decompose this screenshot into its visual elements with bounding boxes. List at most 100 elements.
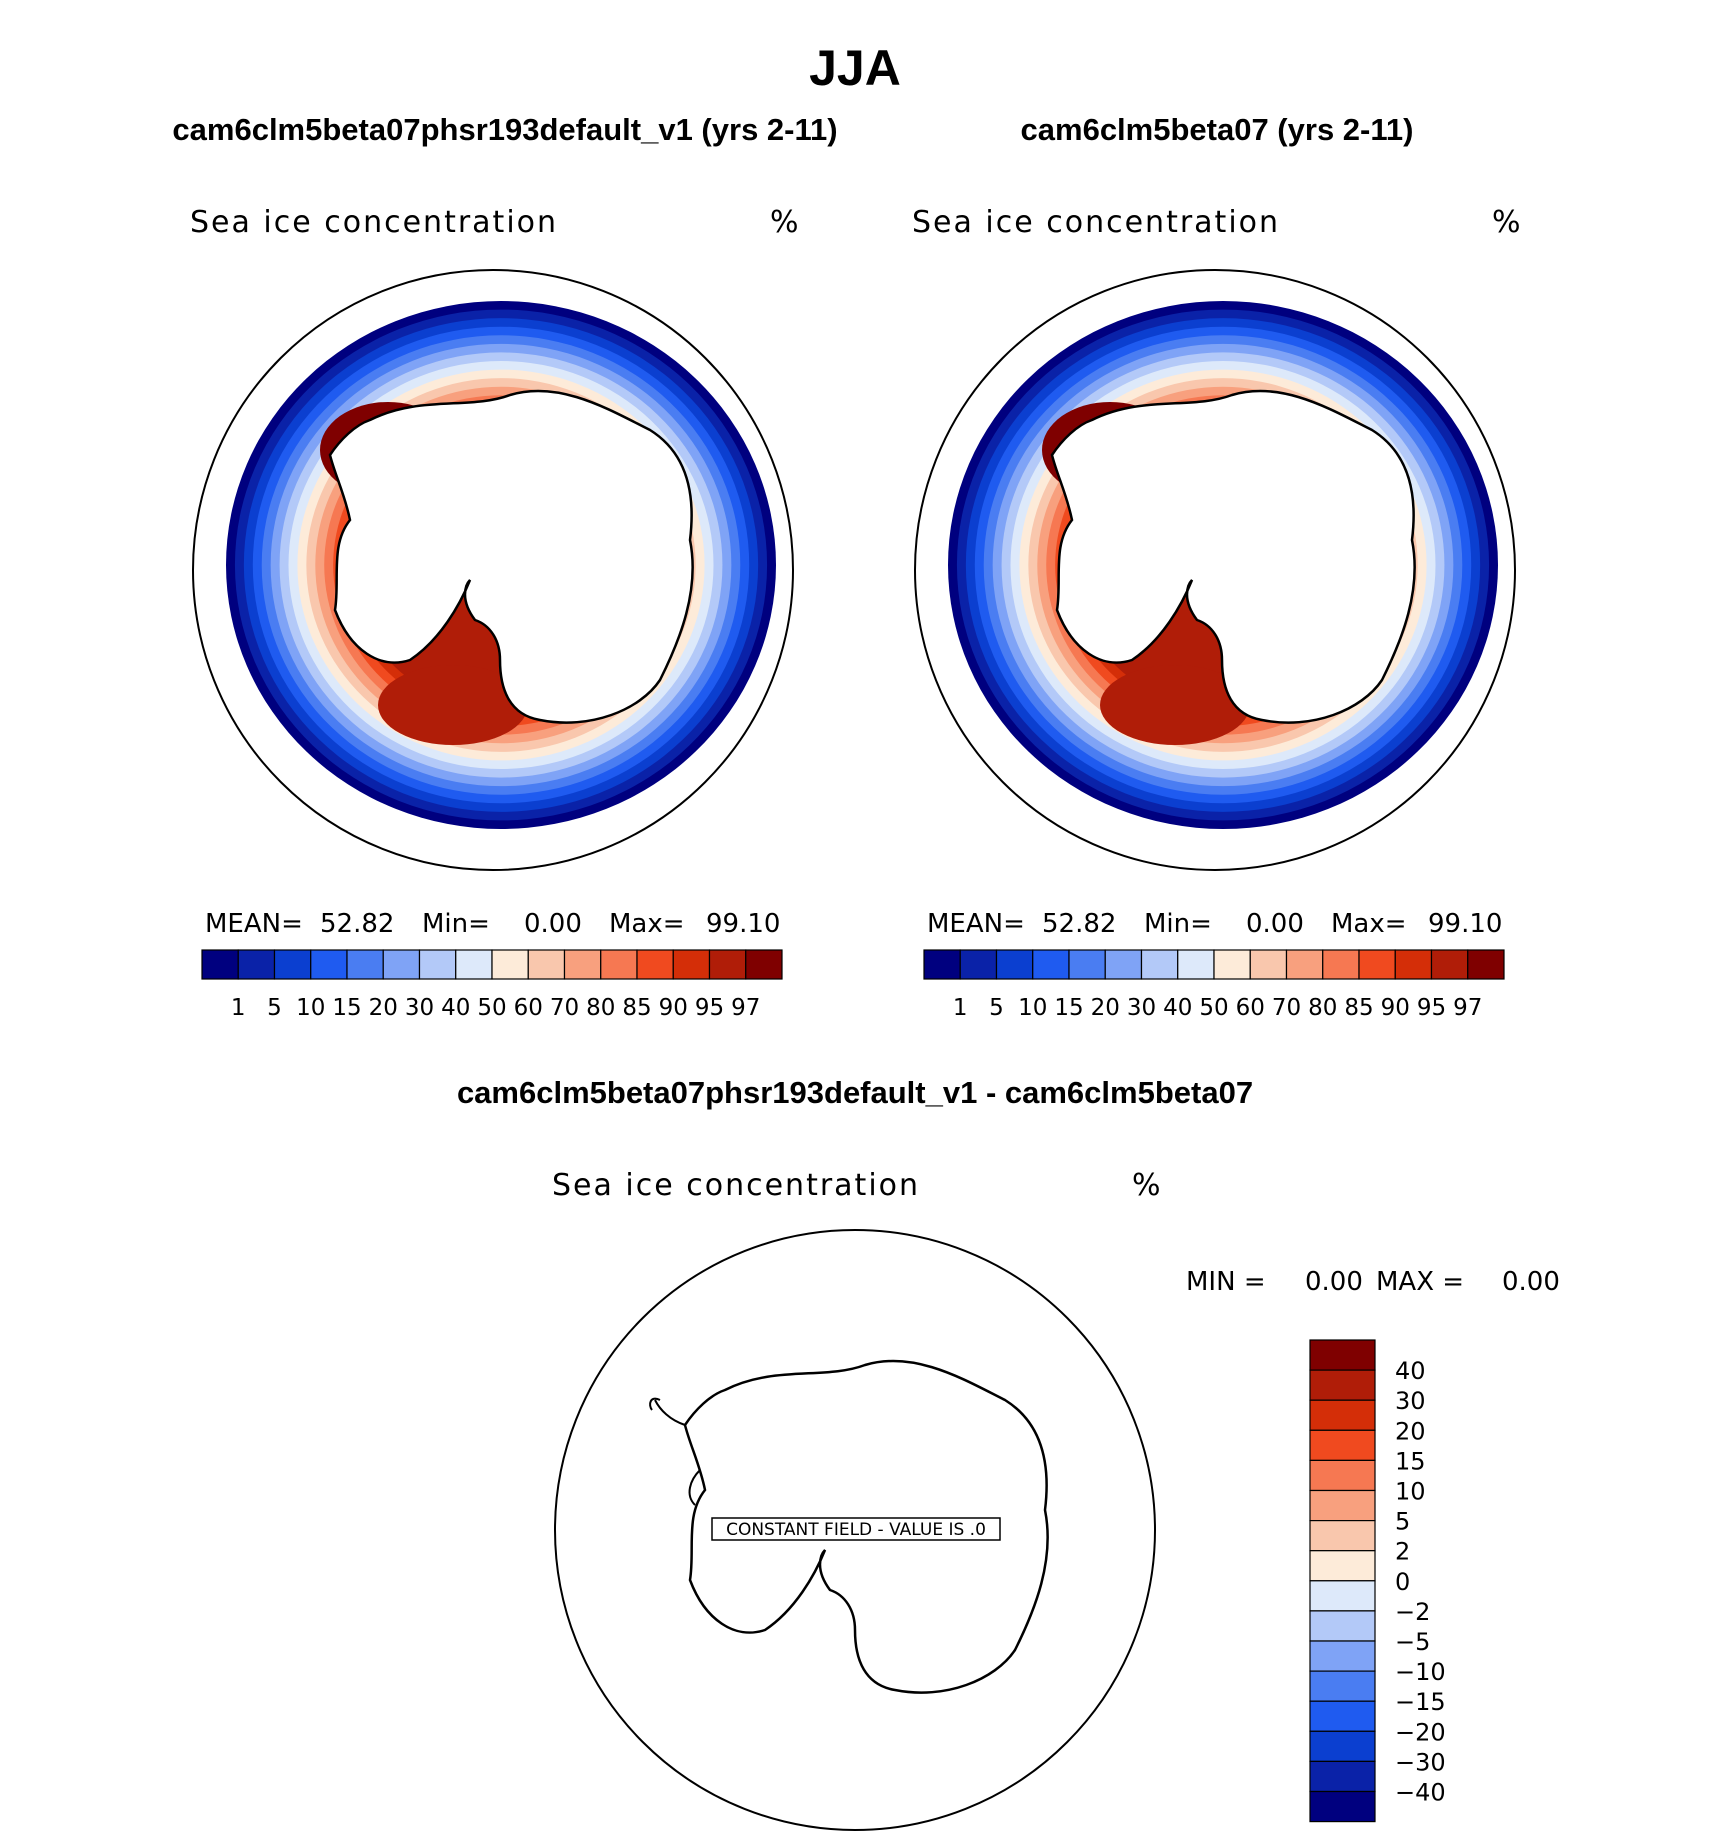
left-mean-value: 52.82	[320, 909, 394, 939]
diff-colorbar-tick: 30	[1395, 1387, 1426, 1415]
right-min-value: 0.00	[1246, 909, 1304, 939]
right-ice-max-patch	[1100, 665, 1250, 745]
diff-colorbar-tick: 40	[1395, 1357, 1426, 1385]
right-colorbar-tick: 15	[1054, 995, 1083, 1021]
right-colorbar-box	[1285, 949, 1324, 980]
right-units-label: %	[1492, 205, 1521, 240]
diff-max-value: 0.00	[1502, 1267, 1560, 1297]
left-colorbar-tick: 80	[586, 995, 615, 1021]
left-colorbar-box	[346, 949, 384, 980]
right-colorbar-tick: 97	[1453, 995, 1482, 1021]
right-colorbar-box	[1104, 949, 1143, 980]
right-colorbar-tick: 30	[1127, 995, 1156, 1021]
right-colorbar-box	[1213, 949, 1251, 980]
diff-colorbar-box	[1309, 1610, 1376, 1642]
right-colorbar-tick: 60	[1236, 995, 1265, 1021]
diff-colorbar-box	[1309, 1700, 1376, 1732]
diff-colorbar-box	[1309, 1429, 1376, 1462]
right-panel-title: cam6clm5beta07 (yrs 2-11)	[1021, 112, 1414, 147]
right-colorbar-tick: 80	[1308, 995, 1337, 1021]
left-colorbar-tick: 85	[622, 995, 651, 1021]
diff-colorbar-box	[1309, 1519, 1376, 1552]
right-colorbar-tick: 85	[1344, 995, 1373, 1021]
right-colorbar-box	[1140, 949, 1179, 980]
right-colorbar: 1 5 10 15 20 30 40 50 60 70 80 85 90 95 97	[923, 949, 1505, 1021]
diff-colorbar-box	[1309, 1459, 1376, 1492]
left-map-boundary	[192, 269, 794, 871]
left-colorbar-tick: 95	[695, 995, 724, 1021]
right-colorbar-box	[1249, 949, 1288, 980]
left-colorbar-box	[491, 949, 529, 980]
diff-colorbar-tick: −5	[1395, 1628, 1430, 1656]
diff-colorbar-box	[1309, 1580, 1376, 1612]
left-colorbar-box	[418, 949, 457, 980]
diff-colorbar-box	[1309, 1339, 1376, 1371]
left-ice-max-patch	[378, 665, 528, 745]
left-colorbar-box	[708, 949, 747, 980]
left-colorbar-tick: 70	[550, 995, 579, 1021]
left-colorbar-tick: 10	[296, 995, 325, 1021]
diff-colorbar-box	[1309, 1790, 1376, 1823]
right-colorbar-tick: 95	[1417, 995, 1446, 1021]
constant-field-label: CONSTANT FIELD - VALUE IS .0	[726, 1520, 986, 1540]
diff-min-value: 0.00	[1305, 1267, 1363, 1297]
right-min-label: Min=	[1144, 909, 1212, 939]
season-title: JJA	[809, 40, 901, 96]
diff-max-label: MAX =	[1376, 1267, 1464, 1297]
right-colorbar-box	[1467, 949, 1505, 980]
left-max-value: 99.10	[706, 909, 780, 939]
right-colorbar-tick: 1	[953, 995, 968, 1021]
left-colorbar-box	[455, 949, 493, 980]
left-colorbar-tick: 40	[441, 995, 470, 1021]
diff-colorbar-box	[1309, 1640, 1376, 1672]
right-colorbar-box	[959, 949, 998, 980]
left-colorbar-tick: 5	[267, 995, 282, 1021]
left-colorbar-tick: 50	[477, 995, 506, 1021]
diff-colorbar-box	[1309, 1399, 1376, 1431]
diff-colorbar-tick: −10	[1395, 1658, 1446, 1686]
diff-variable-label: Sea ice concentration	[552, 1168, 920, 1203]
right-antarctica-coastline	[1050, 389, 1416, 724]
left-colorbar-tick: 97	[731, 995, 760, 1021]
left-panel: Sea ice concentration % MEAN= 52.82 Min=…	[190, 205, 799, 1021]
right-variable-label: Sea ice concentration	[912, 205, 1280, 240]
left-colorbar-box	[310, 949, 348, 980]
right-max-value: 99.10	[1428, 909, 1502, 939]
right-colorbar-box	[1394, 949, 1433, 980]
right-colorbar-box	[1430, 949, 1469, 980]
left-colorbar-tick: 90	[659, 995, 688, 1021]
diff-units-label: %	[1132, 1168, 1161, 1203]
left-units-label: %	[770, 205, 799, 240]
constant-field-box	[711, 1517, 1001, 1541]
right-colorbar-box	[995, 949, 1034, 980]
left-min-value: 0.00	[524, 909, 582, 939]
left-max-label: Max=	[609, 909, 685, 939]
diff-peninsula-coast	[649, 1397, 701, 1506]
diff-colorbar-tick: −20	[1395, 1718, 1446, 1746]
left-colorbar-box	[600, 949, 638, 980]
left-colorbar-tick: 60	[514, 995, 543, 1021]
diff-colorbar-tick: 10	[1395, 1478, 1426, 1506]
difference-title: cam6clm5beta07phsr193default_v1 - cam6cl…	[457, 1075, 1253, 1110]
diff-colorbar-tick: −30	[1395, 1748, 1446, 1776]
left-colorbar-box	[527, 949, 566, 980]
diff-antarctica-coastline	[683, 1359, 1049, 1694]
right-colorbar-box	[923, 949, 961, 980]
right-max-label: Max=	[1331, 909, 1407, 939]
left-colorbar-box	[672, 949, 711, 980]
right-colorbar-tick: 70	[1272, 995, 1301, 1021]
left-min-label: Min=	[422, 909, 490, 939]
diff-colorbar-tick: −40	[1395, 1779, 1446, 1807]
left-colorbar-box	[201, 949, 239, 980]
right-colorbar-box	[1032, 949, 1070, 980]
left-colorbar-box	[745, 949, 783, 980]
diff-colorbar-box	[1309, 1760, 1376, 1793]
diff-colorbar-tick: 2	[1395, 1538, 1410, 1566]
right-colorbar-box	[1358, 949, 1396, 980]
left-panel-title: cam6clm5beta07phsr193default_v1 (yrs 2-1…	[172, 112, 837, 147]
left-colorbar-tick: 15	[332, 995, 361, 1021]
left-colorbar-box	[636, 949, 674, 980]
left-colorbar: 1 5 10 15 20 30 40 50 60 70 80 85 90 95 97	[201, 949, 783, 1021]
right-panel: Sea ice concentration % MEAN= 52.82 Min=…	[912, 205, 1521, 1021]
